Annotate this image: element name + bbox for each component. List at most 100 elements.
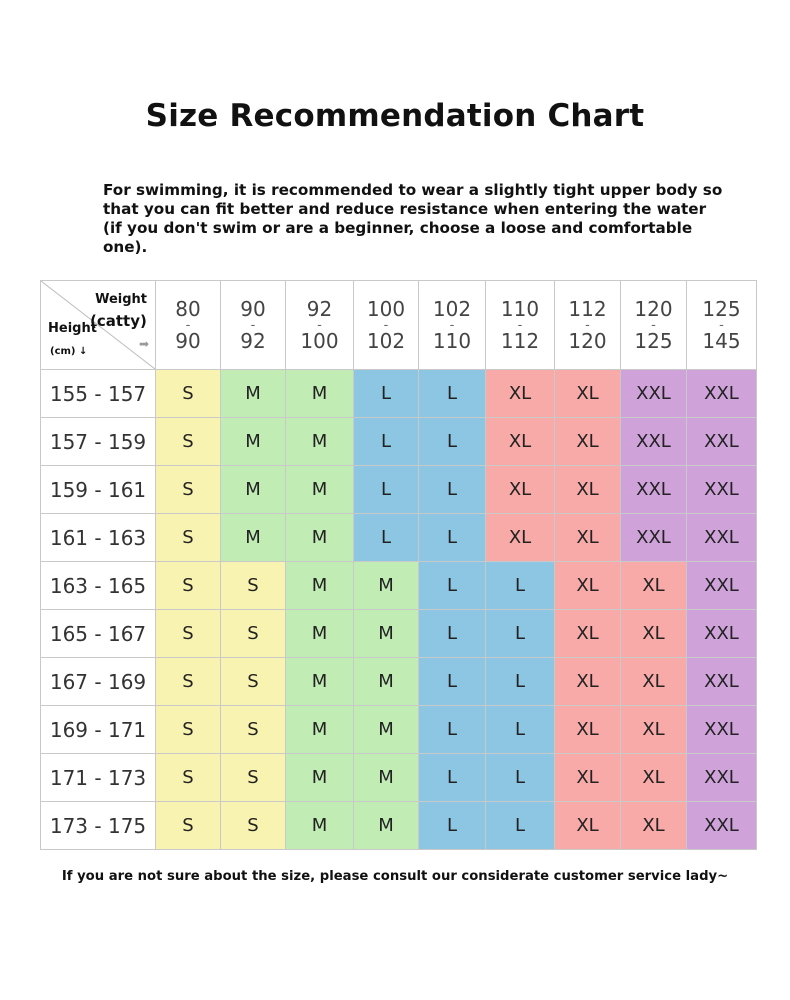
size-cell: XL bbox=[620, 609, 687, 658]
size-cell: L bbox=[418, 705, 486, 754]
weight-low: 80 bbox=[175, 296, 201, 321]
size-cell: S bbox=[155, 609, 221, 658]
range-dash: - bbox=[585, 317, 590, 333]
size-cell: XL bbox=[554, 609, 621, 658]
weight-high: 110 bbox=[432, 328, 472, 353]
range-dash: - bbox=[449, 317, 455, 333]
size-cell: XL bbox=[554, 369, 621, 418]
height-range-cell: 169 - 171 bbox=[40, 705, 156, 754]
size-cell: XL bbox=[620, 753, 687, 802]
height-label: Height bbox=[48, 321, 97, 336]
size-cell: M bbox=[285, 609, 354, 658]
size-cell: S bbox=[155, 705, 221, 754]
height-range-cell: 155 - 157 bbox=[40, 369, 156, 418]
height-range-cell: 171 - 173 bbox=[40, 753, 156, 802]
size-cell: M bbox=[285, 705, 354, 754]
size-cell: XL bbox=[485, 417, 555, 466]
size-cell: XXL bbox=[620, 465, 687, 514]
page-title: Size Recommendation Chart bbox=[145, 98, 645, 134]
size-cell: L bbox=[418, 609, 486, 658]
weight-column-header: 100-102 bbox=[353, 280, 419, 370]
size-cell: M bbox=[285, 561, 354, 610]
range-dash: - bbox=[185, 317, 191, 333]
height-range-cell: 165 - 167 bbox=[40, 609, 156, 658]
size-cell: L bbox=[485, 705, 555, 754]
size-cell: XL bbox=[554, 513, 621, 562]
size-cell: S bbox=[220, 657, 286, 706]
size-cell: S bbox=[155, 561, 221, 610]
size-cell: XXL bbox=[686, 753, 757, 802]
size-cell: M bbox=[220, 417, 286, 466]
size-cell: M bbox=[353, 657, 419, 706]
height-range-cell: 161 - 163 bbox=[40, 513, 156, 562]
size-cell: L bbox=[485, 657, 555, 706]
size-cell: XXL bbox=[686, 609, 757, 658]
header-row: Weight (catty) Height (cm) ↓ ➡ 80-90 90-9… bbox=[40, 280, 757, 370]
table-row: 165 - 167 S S M M L L XL XL XXL bbox=[40, 609, 757, 658]
weight-low: 92 bbox=[306, 296, 333, 321]
corner-diagonal-line bbox=[41, 281, 155, 369]
size-cell: S bbox=[155, 465, 221, 514]
size-cell: M bbox=[285, 513, 354, 562]
weight-high: 90 bbox=[175, 328, 201, 353]
size-cell: S bbox=[220, 801, 286, 850]
size-cell: XXL bbox=[620, 513, 687, 562]
size-cell: M bbox=[220, 513, 286, 562]
weight-low: 112 bbox=[568, 296, 607, 321]
weight-high: 120 bbox=[568, 328, 607, 353]
weight-low: 90 bbox=[240, 296, 266, 321]
intro-text: For swimming, it is recommended to wear … bbox=[103, 181, 723, 256]
size-cell: M bbox=[353, 753, 419, 802]
weight-column-header: 110-112 bbox=[485, 280, 555, 370]
size-cell: L bbox=[353, 513, 419, 562]
weight-low: 110 bbox=[500, 296, 540, 321]
size-cell: L bbox=[418, 513, 486, 562]
height-range-cell: 163 - 165 bbox=[40, 561, 156, 610]
size-cell: XL bbox=[485, 369, 555, 418]
size-cell: L bbox=[418, 465, 486, 514]
size-cell: L bbox=[418, 417, 486, 466]
height-range-cell: 157 - 159 bbox=[40, 417, 156, 466]
height-unit-label: (cm) ↓ bbox=[50, 346, 88, 357]
weight-column-header: 80-90 bbox=[155, 280, 221, 370]
size-cell: M bbox=[285, 369, 354, 418]
weight-low: 125 bbox=[702, 296, 741, 321]
size-cell: XL bbox=[620, 705, 687, 754]
size-cell: M bbox=[353, 609, 419, 658]
size-cell: XL bbox=[554, 801, 621, 850]
weight-high: 145 bbox=[702, 328, 741, 353]
size-cell: XL bbox=[485, 513, 555, 562]
range-dash: - bbox=[719, 317, 724, 333]
size-cell: L bbox=[485, 801, 555, 850]
size-cell: XXL bbox=[686, 465, 757, 514]
table-row: 159 - 161 S M M L L XL XL XXL XXL bbox=[40, 465, 757, 514]
size-cell: L bbox=[418, 369, 486, 418]
table-row: 173 - 175 S S M M L L XL XL XXL bbox=[40, 801, 757, 850]
size-cell: M bbox=[285, 465, 354, 514]
size-table: Weight (catty) Height (cm) ↓ ➡ 80-90 90-9… bbox=[40, 280, 757, 850]
size-cell: M bbox=[220, 369, 286, 418]
height-range-cell: 167 - 169 bbox=[40, 657, 156, 706]
size-cell: S bbox=[220, 561, 286, 610]
size-cell: XL bbox=[554, 465, 621, 514]
weight-label: Weight bbox=[95, 292, 147, 307]
weight-column-header: 125-145 bbox=[686, 280, 757, 370]
size-cell: S bbox=[155, 369, 221, 418]
size-cell: M bbox=[220, 465, 286, 514]
table-row: 171 - 173 S S M M L L XL XL XXL bbox=[40, 753, 757, 802]
size-cell: L bbox=[353, 369, 419, 418]
table-corner-header: Weight (catty) Height (cm) ↓ ➡ bbox=[40, 280, 156, 370]
table-row: 157 - 159 S M M L L XL XL XXL XXL bbox=[40, 417, 757, 466]
size-cell: XXL bbox=[686, 705, 757, 754]
size-cell: S bbox=[155, 417, 221, 466]
size-cell: XXL bbox=[620, 369, 687, 418]
range-dash: - bbox=[383, 317, 389, 333]
size-cell: M bbox=[285, 801, 354, 850]
size-cell: S bbox=[220, 753, 286, 802]
size-cell: S bbox=[155, 753, 221, 802]
size-cell: XL bbox=[554, 657, 621, 706]
weight-high: 125 bbox=[634, 328, 673, 353]
weight-column-header: 102-110 bbox=[418, 280, 486, 370]
range-dash: - bbox=[517, 317, 523, 333]
table-row: 163 - 165 S S M M L L XL XL XXL bbox=[40, 561, 757, 610]
